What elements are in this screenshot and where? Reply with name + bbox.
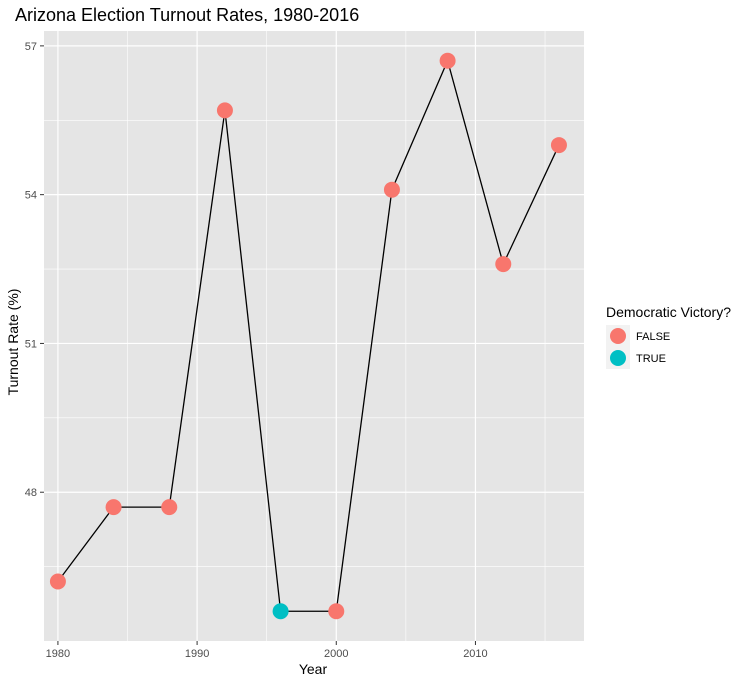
y-tick-label: 57 bbox=[25, 41, 37, 53]
chart-title: Arizona Election Turnout Rates, 1980-201… bbox=[15, 5, 359, 25]
grid-lines bbox=[44, 31, 584, 641]
legend-key-false bbox=[610, 328, 626, 344]
legend-key-true bbox=[610, 350, 626, 366]
y-tick-label: 48 bbox=[25, 487, 37, 499]
x-tick-label: 2010 bbox=[463, 648, 487, 660]
data-point bbox=[105, 499, 122, 516]
plot-panel bbox=[44, 31, 584, 641]
data-point bbox=[216, 102, 233, 119]
y-tick-label: 51 bbox=[25, 338, 37, 350]
x-axis-title: Year bbox=[299, 661, 328, 677]
series-line bbox=[57, 58, 560, 612]
data-point bbox=[328, 603, 345, 620]
y-tick-label: 54 bbox=[25, 190, 37, 202]
legend-label-true: TRUE bbox=[636, 353, 666, 365]
data-point bbox=[49, 573, 66, 590]
axis-ticks: 1980 1990 2000 2010 48 51 54 57 bbox=[25, 41, 488, 660]
legend: Democratic Victory? FALSE TRUE bbox=[606, 304, 731, 369]
y-axis-title: Turnout Rate (%) bbox=[5, 289, 21, 396]
x-tick-label: 2000 bbox=[324, 648, 348, 660]
legend-label-false: FALSE bbox=[636, 331, 670, 343]
x-tick-label: 1980 bbox=[46, 648, 70, 660]
data-point bbox=[550, 137, 567, 154]
data-point bbox=[272, 603, 289, 620]
data-point bbox=[495, 256, 512, 273]
legend-title: Democratic Victory? bbox=[606, 304, 731, 320]
x-tick-label: 1990 bbox=[185, 648, 209, 660]
data-point bbox=[383, 181, 400, 198]
data-point bbox=[439, 52, 456, 69]
data-point bbox=[161, 499, 178, 516]
data-points bbox=[49, 52, 567, 620]
